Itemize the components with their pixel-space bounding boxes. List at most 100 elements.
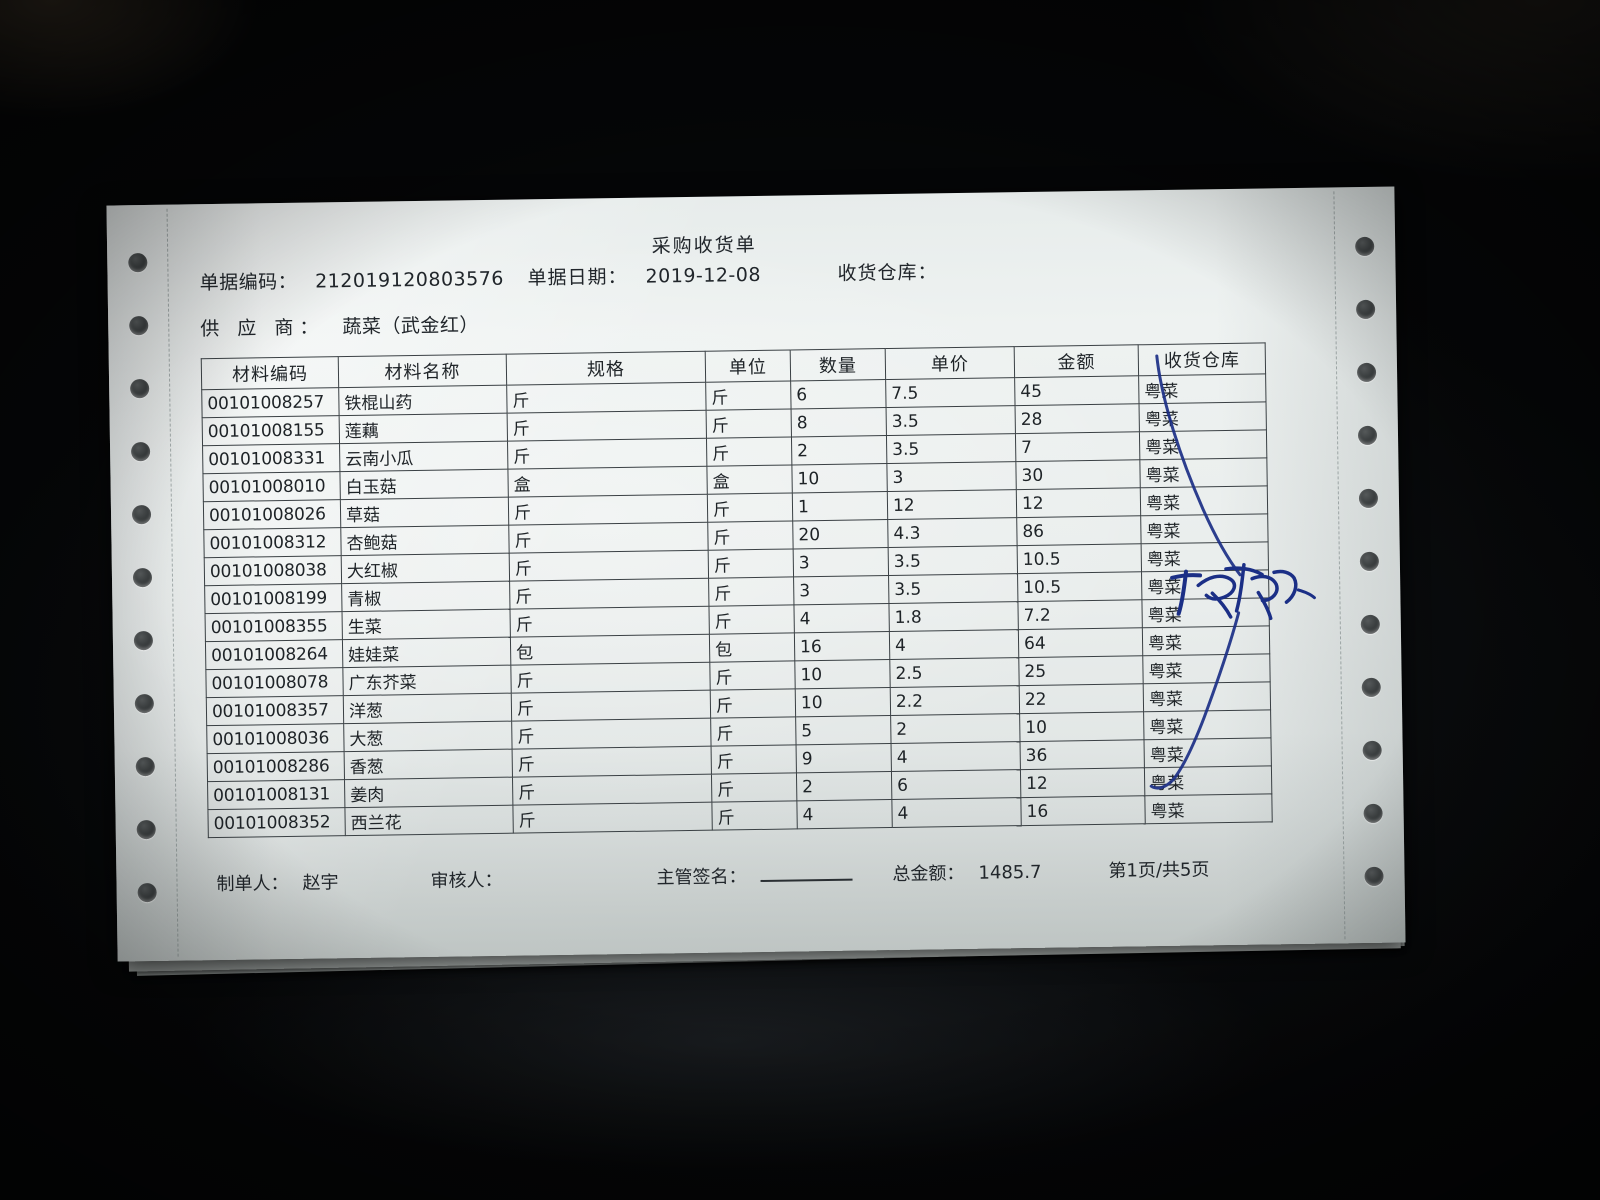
cell-material-code: 00101008038 <box>204 555 342 586</box>
cell-unit-price: 3.5 <box>888 545 1018 576</box>
cell-unit: 斤 <box>705 380 792 411</box>
cell-unit-price: 4 <box>891 797 1022 828</box>
cell-unit: 盒 <box>706 464 793 495</box>
cell-material-code: 00101008199 <box>204 583 343 614</box>
cell-spec: 盒 <box>507 466 708 498</box>
supplier-value: 蔬菜（武金红） <box>342 314 480 339</box>
cell-spec: 斤 <box>509 606 710 638</box>
cell-unit-price: 12 <box>887 489 1017 520</box>
receiving-warehouse-label: 收货仓库： <box>837 261 938 285</box>
cell-amount: 12 <box>1020 767 1145 798</box>
tractor-feed-hole <box>129 315 149 336</box>
cell-material-name: 大红椒 <box>341 553 510 584</box>
cell-warehouse: 粤菜 <box>1139 401 1267 432</box>
cell-unit: 斤 <box>709 660 796 691</box>
field-page-number: 第1页/共5页 <box>1108 855 1209 882</box>
tractor-feed-hole <box>130 441 151 462</box>
cell-amount: 10 <box>1019 711 1145 742</box>
cell-material-code: 00101008355 <box>205 611 343 642</box>
cell-amount: 64 <box>1018 627 1143 658</box>
maker-label: 制单人： <box>216 872 289 896</box>
cell-material-name: 铁棍山药 <box>338 385 508 416</box>
cell-amount: 28 <box>1015 403 1140 434</box>
cell-spec: 包 <box>510 634 710 666</box>
cell-amount: 16 <box>1020 795 1146 826</box>
cell-material-code: 00101008331 <box>202 443 340 474</box>
backdrop-glow-left <box>0 0 260 120</box>
field-document-date: 单据日期： 2019-12-08 <box>527 260 761 290</box>
cell-spec: 斤 <box>512 774 712 806</box>
maker-value: 赵宇 <box>302 872 339 894</box>
cell-material-name: 白玉菇 <box>339 469 509 500</box>
cell-quantity: 8 <box>791 407 887 437</box>
cell-spec: 斤 <box>509 578 709 610</box>
cell-material-code: 00101008131 <box>207 779 345 810</box>
column-header-unit: 单位 <box>705 349 791 383</box>
cell-spec: 斤 <box>508 522 709 554</box>
cell-warehouse: 粤菜 <box>1139 429 1267 460</box>
cell-material-code: 00101008155 <box>202 415 340 446</box>
tractor-feed-hole <box>1358 488 1379 509</box>
cell-material-code: 00101008357 <box>206 695 344 726</box>
cell-warehouse: 粤菜 <box>1142 653 1271 684</box>
tractor-feed-hole <box>132 567 153 588</box>
cell-amount: 25 <box>1018 655 1144 686</box>
cell-quantity: 10 <box>791 463 888 493</box>
document-code-label: 单据编码： <box>199 270 298 295</box>
cell-material-name: 西兰花 <box>344 805 514 836</box>
cell-material-name: 莲藕 <box>339 413 508 444</box>
tractor-feed-hole <box>1359 551 1380 572</box>
cell-material-name: 广东芥菜 <box>342 665 512 696</box>
cell-spec: 斤 <box>509 550 709 582</box>
cell-warehouse: 粤菜 <box>1140 513 1269 544</box>
cell-spec: 斤 <box>507 438 707 470</box>
tractor-feed-strip-right <box>1332 186 1405 943</box>
field-receiving-warehouse: 收货仓库： <box>837 257 955 286</box>
purchase-receipt-form: 采购收货单 单据编码： 212019120803576 单据日期： 2019-1… <box>106 186 1406 962</box>
cell-quantity: 10 <box>795 687 891 717</box>
cell-unit-price: 3.5 <box>888 573 1018 604</box>
cell-material-name: 娃娃菜 <box>342 637 511 668</box>
cell-unit-price: 3.5 <box>886 433 1016 464</box>
cell-material-code: 00101008036 <box>206 723 345 754</box>
cell-quantity: 3 <box>793 547 889 577</box>
tractor-feed-hole <box>1361 677 1381 698</box>
tractor-feed-hole <box>1364 866 1384 887</box>
footer-row: 制单人： 赵宇 审核人： 主管签名： 总金额： 1485.7 第1页/共5页 <box>208 854 1278 895</box>
cell-quantity: 6 <box>790 379 887 409</box>
cell-amount: 10.5 <box>1017 571 1142 602</box>
cell-warehouse: 粤菜 <box>1143 681 1271 712</box>
cell-material-name: 杏鲍菇 <box>340 525 510 556</box>
document-date-label: 单据日期： <box>527 265 628 290</box>
cell-spec: 斤 <box>511 690 711 722</box>
cell-amount: 12 <box>1016 487 1141 518</box>
cell-unit: 斤 <box>708 604 795 635</box>
cell-quantity: 9 <box>796 743 892 773</box>
cell-unit: 斤 <box>706 436 792 467</box>
cell-warehouse: 粤菜 <box>1142 625 1270 656</box>
page-number-text: 第1页/共5页 <box>1108 859 1210 882</box>
cell-quantity: 2 <box>791 435 887 465</box>
cell-spec: 斤 <box>512 802 713 834</box>
cell-material-name: 云南小瓜 <box>339 441 508 472</box>
cell-material-name: 姜肉 <box>344 777 513 808</box>
tractor-feed-hole <box>134 693 154 714</box>
cell-spec: 斤 <box>506 382 707 414</box>
tractor-feed-hole <box>1356 299 1376 320</box>
cell-unit-price: 1.8 <box>888 601 1019 632</box>
column-header-material-code: 材料编码 <box>201 356 339 390</box>
tractor-feed-hole <box>133 630 154 651</box>
auditor-label: 审核人： <box>430 869 503 892</box>
cell-unit: 斤 <box>706 408 792 439</box>
manager-signature-blank-line <box>760 864 853 882</box>
cell-unit-price: 2.2 <box>890 685 1020 716</box>
column-header-spec: 规格 <box>506 351 706 386</box>
tractor-feed-hole <box>1356 362 1377 383</box>
column-header-amount: 金额 <box>1014 344 1139 378</box>
field-document-code: 单据编码： 212019120803576 <box>199 264 504 296</box>
cell-warehouse: 粤菜 <box>1139 457 1268 488</box>
tractor-feed-hole <box>135 756 155 777</box>
cell-quantity: 20 <box>792 519 889 549</box>
cell-material-name: 青椒 <box>341 581 510 612</box>
cell-amount: 45 <box>1014 375 1140 406</box>
